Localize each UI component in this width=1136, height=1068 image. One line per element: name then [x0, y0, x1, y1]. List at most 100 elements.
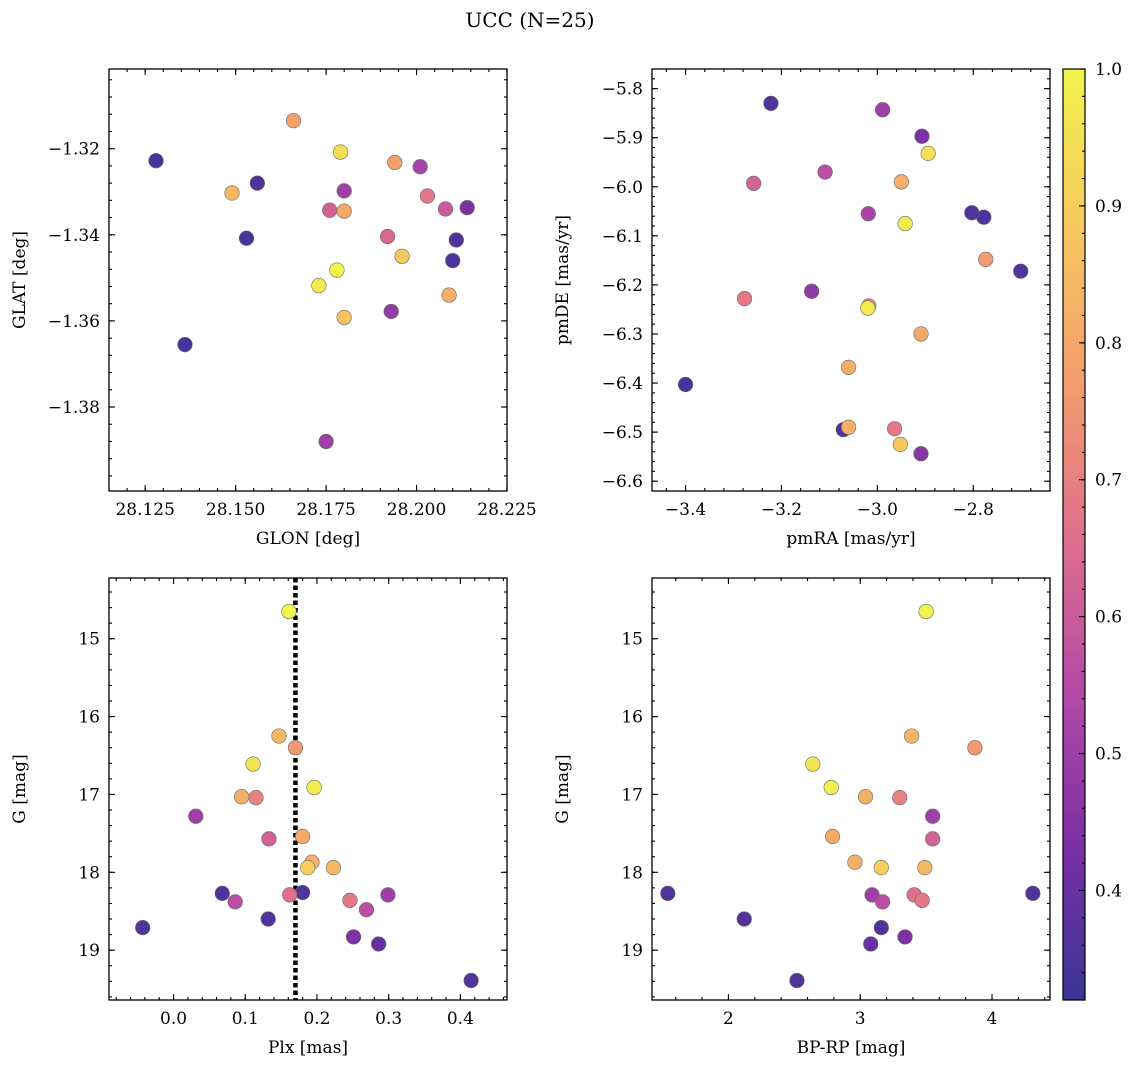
scatter-point: [135, 919, 151, 936]
scatter-point: [817, 164, 833, 180]
x-tick-label: 28.175: [296, 500, 355, 520]
scatter-point: [295, 828, 311, 845]
x-tick-label: 0.0: [160, 1009, 187, 1029]
plot-frame: [651, 68, 1051, 492]
scatter-point: [860, 206, 876, 222]
scatter-point: [227, 894, 243, 910]
scatter-point: [914, 128, 930, 144]
colorbar-tick-label: 0.6: [1095, 608, 1122, 628]
scatter-point: [234, 789, 250, 805]
y-tick-label: −6.5: [602, 423, 643, 443]
scatter-point: [1013, 263, 1029, 279]
scatter-point: [964, 205, 980, 221]
scatter-point: [841, 419, 857, 435]
scatter-point: [261, 831, 277, 847]
scatter-point: [893, 174, 909, 190]
colorbar-tick-label: 0.9: [1095, 197, 1122, 217]
scatter-point: [311, 277, 327, 294]
scatter-point: [875, 894, 891, 910]
scatter-point: [873, 860, 889, 876]
x-tick-label: 4: [987, 1009, 998, 1029]
scatter-point: [841, 359, 857, 375]
x-tick-label: −2.8: [953, 500, 994, 520]
scatter-point: [897, 215, 913, 232]
y-tick-label: −6.6: [602, 472, 643, 492]
colorbar: 0.4 0.5 0.6 0.7 0.8 0.9 1.0: [1062, 60, 1122, 1001]
scatter-point: [925, 831, 941, 847]
y-axis-label: pmDE [mas/yr]: [553, 215, 573, 345]
scatter-point: [875, 102, 891, 118]
x-axis-label: Plx [mas]: [268, 1038, 348, 1058]
x-tick-label: −3.4: [665, 500, 706, 520]
x-tick-label: 0.4: [447, 1009, 474, 1029]
scatter-point: [177, 336, 193, 353]
y-tick-label: −6.3: [602, 325, 643, 345]
x-tick-label: 3: [855, 1009, 866, 1029]
scatter-point: [763, 95, 779, 111]
scatter-point: [920, 145, 936, 161]
scatter-point: [325, 860, 342, 876]
y-tick-label: −1.36: [48, 312, 100, 332]
y-tick-label: −6.2: [602, 276, 643, 296]
y-tick-label: −1.32: [48, 140, 100, 160]
scatter-point: [224, 185, 240, 201]
colorbar-tick-label: 1.0: [1095, 60, 1122, 80]
y-tick-label: 16: [78, 708, 100, 728]
scatter-point: [847, 854, 863, 870]
bprp-gmag-panel: 2 3 4 15 16 17 18 19 BP-RP [mag] G [mag]: [553, 577, 1051, 1058]
x-tick-label: 28.225: [477, 500, 536, 520]
scatter-point: [448, 232, 464, 248]
y-tick-label: 16: [621, 708, 643, 728]
y-tick-label: −6.0: [602, 178, 643, 198]
glon-glat-panel: 28.125 28.150 28.175 28.200 28.225 −1.32 −1.34…: [10, 68, 537, 549]
scatter-point: [345, 929, 362, 945]
scatter-point: [789, 972, 805, 989]
x-tick-label: 2: [723, 1009, 734, 1029]
scatter-point: [860, 300, 876, 316]
scatter-point: [967, 740, 983, 756]
colorbar-tick-label: 0.4: [1095, 881, 1122, 901]
scatter-point: [445, 253, 461, 269]
scatter-point: [914, 892, 930, 908]
plot-frame: [651, 577, 1051, 1001]
y-tick-label: −5.9: [602, 129, 643, 149]
x-tick-label: 28.125: [115, 500, 174, 520]
y-axis-label: G [mag]: [10, 754, 30, 823]
scatter-point: [318, 433, 334, 450]
scatter-point: [285, 113, 302, 129]
scatter-point: [306, 779, 322, 796]
colorbar-gradient: [1062, 68, 1086, 1001]
scatter-point: [804, 283, 820, 299]
scatter-point: [419, 188, 436, 204]
scatter-point: [897, 929, 913, 945]
plot-frame: [108, 68, 508, 492]
scatter-point: [887, 421, 903, 437]
x-tick-label: 0.1: [232, 1009, 259, 1029]
scatter-point: [913, 446, 929, 462]
y-tick-label: −6.1: [602, 227, 643, 247]
y-tick-label: 18: [621, 863, 643, 883]
y-tick-label: 17: [621, 785, 643, 805]
scatter-point: [873, 919, 889, 936]
scatter-point: [857, 789, 874, 805]
scatter-point: [329, 262, 345, 278]
scatter-point: [282, 887, 298, 903]
colorbar-tick-label: 0.8: [1095, 334, 1122, 354]
scatter-point: [238, 230, 255, 246]
scatter-point: [358, 902, 375, 918]
x-axis-label: GLON [deg]: [256, 529, 360, 549]
scatter-point: [336, 309, 352, 326]
scatter-point: [823, 779, 839, 796]
scatter-point: [214, 885, 230, 901]
x-tick-label: −3.0: [857, 500, 898, 520]
x-tick-label: 0.2: [303, 1009, 330, 1029]
y-axis-label: G [mag]: [553, 754, 573, 823]
scatter-point: [746, 175, 762, 191]
y-tick-label: 19: [78, 941, 100, 961]
plot-frame: [108, 577, 508, 1001]
x-axis-label: pmRA [mas/yr]: [786, 529, 915, 549]
y-axis-label: GLAT [deg]: [10, 231, 30, 329]
scatter-point: [371, 936, 387, 952]
scatter-point: [459, 200, 475, 216]
